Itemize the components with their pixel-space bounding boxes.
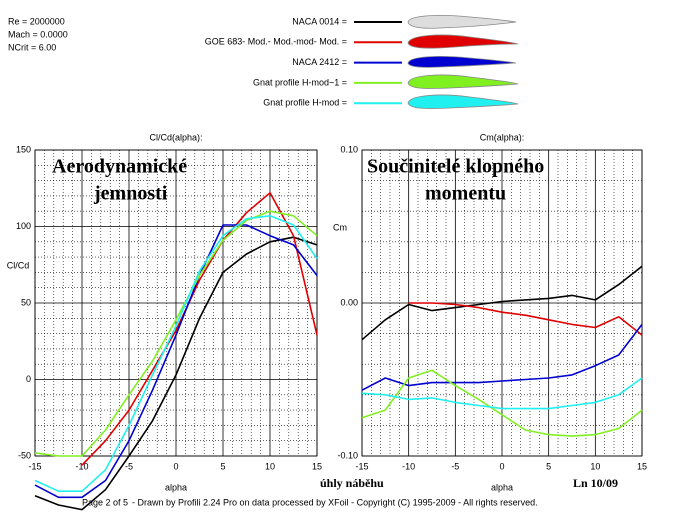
info-line: Mach = 0.0000 — [8, 29, 68, 39]
plot-frame — [34, 149, 318, 457]
x-axis-label: alpha — [491, 482, 513, 492]
info-line: NCrit = 6.00 — [8, 42, 56, 52]
airfoil-icons — [407, 15, 519, 109]
x-tick-label: 10 — [590, 461, 600, 471]
x-tick-label: 10 — [265, 461, 275, 471]
y-axis-label: Cm — [333, 222, 347, 232]
y-tick-label: -50 — [18, 450, 31, 460]
series-line — [34, 224, 318, 499]
x-axis-label: alpha — [165, 482, 187, 492]
y-axis-label: Cl/Cd — [7, 260, 30, 270]
x-tick-label: 5 — [220, 461, 225, 471]
x-tick-label: -10 — [75, 461, 88, 471]
legend-label: GOE 683- Mod.- Mod.-mod- Mod. = — [205, 37, 347, 47]
airfoil-icon — [407, 56, 517, 68]
footer-page: Page 2 of 5 — [82, 497, 128, 507]
x-tick-label: 15 — [312, 461, 322, 471]
airfoil-icon — [407, 15, 517, 29]
info-line: Re = 2000000 — [8, 16, 65, 26]
series-line — [34, 236, 318, 511]
legend-label: Gnat profile H-mod = — [263, 98, 347, 108]
series-line — [34, 210, 318, 457]
y-tick-label: 150 — [16, 144, 31, 154]
x-tick-label: 0 — [499, 461, 504, 471]
y-tick-label: -0.10 — [337, 450, 358, 460]
y-tick-label: 0 — [26, 374, 31, 384]
footer-credit: - Drawn by Profili 2.24 Pro on data proc… — [132, 497, 538, 507]
legend-label: NACA 0014 = — [292, 16, 347, 26]
series-line — [361, 323, 643, 391]
annotation: jemnosti — [93, 183, 168, 205]
chart-title: Cl/Cd(alpha): — [149, 132, 202, 142]
x-tick-label: 0 — [173, 461, 178, 471]
plot-frame — [361, 149, 643, 457]
airfoil-icon — [407, 34, 519, 49]
x-tick-label: -5 — [451, 461, 459, 471]
y-tick-label: 50 — [21, 297, 31, 307]
annotation: Součinitelé klopného — [367, 156, 544, 178]
series-line — [81, 192, 318, 466]
x-tick-label: 15 — [637, 461, 647, 471]
stamp: Ln 10/09 — [573, 476, 618, 490]
x-tick-label: -10 — [402, 461, 415, 471]
caption: úhly náběhu — [320, 476, 384, 490]
airfoil-icon — [407, 74, 519, 89]
series-line — [408, 302, 643, 336]
info: Re = 2000000 Mach = 0.0000 NCrit = 6.00 — [8, 16, 68, 52]
series-line — [361, 369, 643, 437]
series-line — [361, 265, 643, 341]
series-line — [34, 215, 318, 492]
x-tick-label: 5 — [546, 461, 551, 471]
annotation: momentu — [425, 183, 506, 205]
plot: -15 -10 -5 0 5 10 15 -0.10 0.00 0.10 Cm(alpha): Cm a… — [333, 132, 647, 492]
x-tick-label: -15 — [355, 461, 368, 471]
x-tick-label: -5 — [125, 461, 133, 471]
x-tick-label: -15 — [28, 461, 41, 471]
series-line — [361, 377, 643, 410]
annotation: Aerodynamické — [52, 156, 187, 178]
y-tick-label: 100 — [16, 221, 31, 231]
plot: -15 -10 -5 0 5 10 15-50050100150Cl/Cd(alpha):C… — [7, 132, 322, 511]
airfoil-icon — [407, 94, 519, 109]
y-tick-label: 0.10 — [340, 144, 358, 154]
chart-title: Cm(alpha): — [480, 132, 525, 142]
legend-label: Gnat profile H-mod~1 = — [253, 77, 347, 87]
legend-label: NACA 2412 = — [292, 57, 347, 67]
y-tick-label: 0.00 — [340, 297, 358, 307]
